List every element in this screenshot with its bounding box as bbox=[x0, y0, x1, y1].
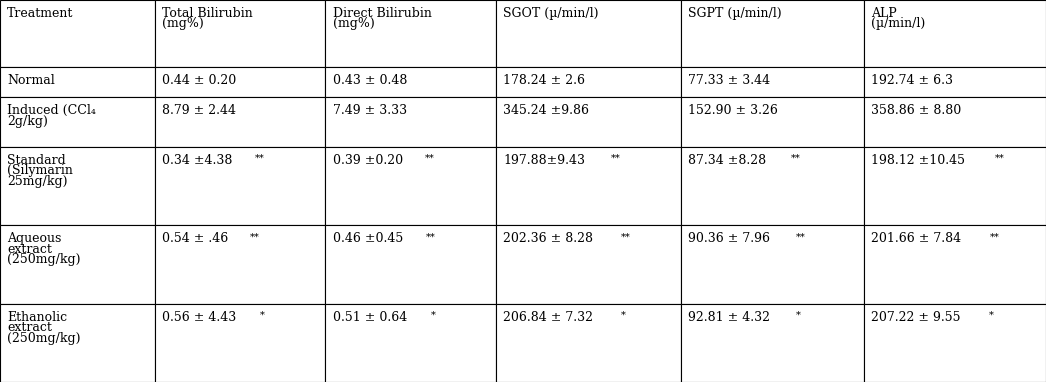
Text: 0.39 ±0.20: 0.39 ±0.20 bbox=[333, 154, 403, 167]
Bar bbox=[155, 97, 325, 147]
Text: 0.44 ± 0.20: 0.44 ± 0.20 bbox=[162, 74, 236, 87]
Text: extract: extract bbox=[7, 243, 52, 256]
Text: **: ** bbox=[791, 154, 801, 163]
Text: *: * bbox=[796, 311, 801, 320]
Text: 87.34 ±8.28: 87.34 ±8.28 bbox=[688, 154, 767, 167]
Text: 25mg/kg): 25mg/kg) bbox=[7, 175, 68, 188]
Text: extract: extract bbox=[7, 321, 52, 334]
Text: Standard: Standard bbox=[7, 154, 66, 167]
Bar bbox=[155, 225, 325, 304]
Bar bbox=[496, 304, 681, 382]
Text: 178.24 ± 2.6: 178.24 ± 2.6 bbox=[503, 74, 585, 87]
Bar bbox=[325, 147, 496, 225]
Text: **: ** bbox=[990, 232, 999, 241]
Bar bbox=[496, 225, 681, 304]
Bar bbox=[0, 0, 155, 67]
Text: 0.56 ± 4.43: 0.56 ± 4.43 bbox=[162, 311, 236, 324]
Text: Aqueous: Aqueous bbox=[7, 232, 62, 245]
Text: (µ/min/l): (µ/min/l) bbox=[871, 17, 926, 31]
Text: *: * bbox=[988, 311, 994, 320]
Bar bbox=[155, 304, 325, 382]
Text: 0.46 ±0.45: 0.46 ±0.45 bbox=[333, 232, 403, 245]
Bar bbox=[325, 304, 496, 382]
Text: **: ** bbox=[611, 154, 620, 163]
Text: 206.84 ± 7.32: 206.84 ± 7.32 bbox=[503, 311, 593, 324]
Text: 345.24 ±9.86: 345.24 ±9.86 bbox=[503, 104, 589, 117]
Text: **: ** bbox=[255, 154, 265, 163]
Text: ALP: ALP bbox=[871, 7, 897, 20]
Text: 197.88±9.43: 197.88±9.43 bbox=[503, 154, 585, 167]
Text: SGPT (µ/min/l): SGPT (µ/min/l) bbox=[688, 7, 782, 20]
Text: 7.49 ± 3.33: 7.49 ± 3.33 bbox=[333, 104, 407, 117]
Text: 192.74 ± 6.3: 192.74 ± 6.3 bbox=[871, 74, 953, 87]
Bar bbox=[681, 67, 864, 97]
Bar bbox=[681, 0, 864, 67]
Text: Ethanolic: Ethanolic bbox=[7, 311, 67, 324]
Text: 0.51 ± 0.64: 0.51 ± 0.64 bbox=[333, 311, 407, 324]
Text: (mg%): (mg%) bbox=[162, 17, 204, 31]
Bar bbox=[681, 225, 864, 304]
Bar bbox=[496, 97, 681, 147]
Bar bbox=[681, 304, 864, 382]
Text: 92.81 ± 4.32: 92.81 ± 4.32 bbox=[688, 311, 770, 324]
Text: SGOT (µ/min/l): SGOT (µ/min/l) bbox=[503, 7, 598, 20]
Bar bbox=[0, 147, 155, 225]
Text: 152.90 ± 3.26: 152.90 ± 3.26 bbox=[688, 104, 778, 117]
Text: Induced (CCl₄: Induced (CCl₄ bbox=[7, 104, 96, 117]
Text: 77.33 ± 3.44: 77.33 ± 3.44 bbox=[688, 74, 771, 87]
Bar bbox=[864, 97, 1046, 147]
Text: 198.12 ±10.45: 198.12 ±10.45 bbox=[871, 154, 965, 167]
Text: Treatment: Treatment bbox=[7, 7, 73, 20]
Text: **: ** bbox=[796, 232, 805, 241]
Text: **: ** bbox=[621, 232, 631, 241]
Text: **: ** bbox=[426, 232, 435, 241]
Bar bbox=[155, 67, 325, 97]
Text: (250mg/kg): (250mg/kg) bbox=[7, 253, 81, 266]
Bar bbox=[864, 147, 1046, 225]
Bar bbox=[325, 0, 496, 67]
Text: *: * bbox=[621, 311, 627, 320]
Bar bbox=[325, 67, 496, 97]
Text: 90.36 ± 7.96: 90.36 ± 7.96 bbox=[688, 232, 770, 245]
Bar bbox=[0, 67, 155, 97]
Bar bbox=[325, 97, 496, 147]
Bar bbox=[681, 97, 864, 147]
Bar bbox=[864, 304, 1046, 382]
Text: *: * bbox=[260, 311, 265, 320]
Text: *: * bbox=[431, 311, 435, 320]
Bar bbox=[496, 147, 681, 225]
Text: Normal: Normal bbox=[7, 74, 55, 87]
Text: (Silymarin: (Silymarin bbox=[7, 164, 73, 178]
Text: 8.79 ± 2.44: 8.79 ± 2.44 bbox=[162, 104, 236, 117]
Bar bbox=[681, 147, 864, 225]
Bar bbox=[0, 304, 155, 382]
Text: Direct Bilirubin: Direct Bilirubin bbox=[333, 7, 432, 20]
Text: Total Bilirubin: Total Bilirubin bbox=[162, 7, 253, 20]
Text: (mg%): (mg%) bbox=[333, 17, 374, 31]
Text: (250mg/kg): (250mg/kg) bbox=[7, 332, 81, 345]
Bar bbox=[325, 225, 496, 304]
Bar bbox=[864, 0, 1046, 67]
Text: 358.86 ± 8.80: 358.86 ± 8.80 bbox=[871, 104, 961, 117]
Bar bbox=[864, 225, 1046, 304]
Bar bbox=[0, 97, 155, 147]
Bar bbox=[496, 0, 681, 67]
Text: 0.54 ± .46: 0.54 ± .46 bbox=[162, 232, 228, 245]
Bar bbox=[496, 67, 681, 97]
Bar bbox=[155, 147, 325, 225]
Text: **: ** bbox=[995, 154, 1004, 163]
Bar bbox=[155, 0, 325, 67]
Text: 201.66 ± 7.84: 201.66 ± 7.84 bbox=[871, 232, 961, 245]
Text: **: ** bbox=[426, 154, 435, 163]
Bar bbox=[864, 67, 1046, 97]
Text: 207.22 ± 9.55: 207.22 ± 9.55 bbox=[871, 311, 961, 324]
Text: **: ** bbox=[250, 232, 259, 241]
Bar bbox=[0, 225, 155, 304]
Text: 0.43 ± 0.48: 0.43 ± 0.48 bbox=[333, 74, 407, 87]
Text: 202.36 ± 8.28: 202.36 ± 8.28 bbox=[503, 232, 593, 245]
Text: 2g/kg): 2g/kg) bbox=[7, 115, 48, 128]
Text: 0.34 ±4.38: 0.34 ±4.38 bbox=[162, 154, 232, 167]
